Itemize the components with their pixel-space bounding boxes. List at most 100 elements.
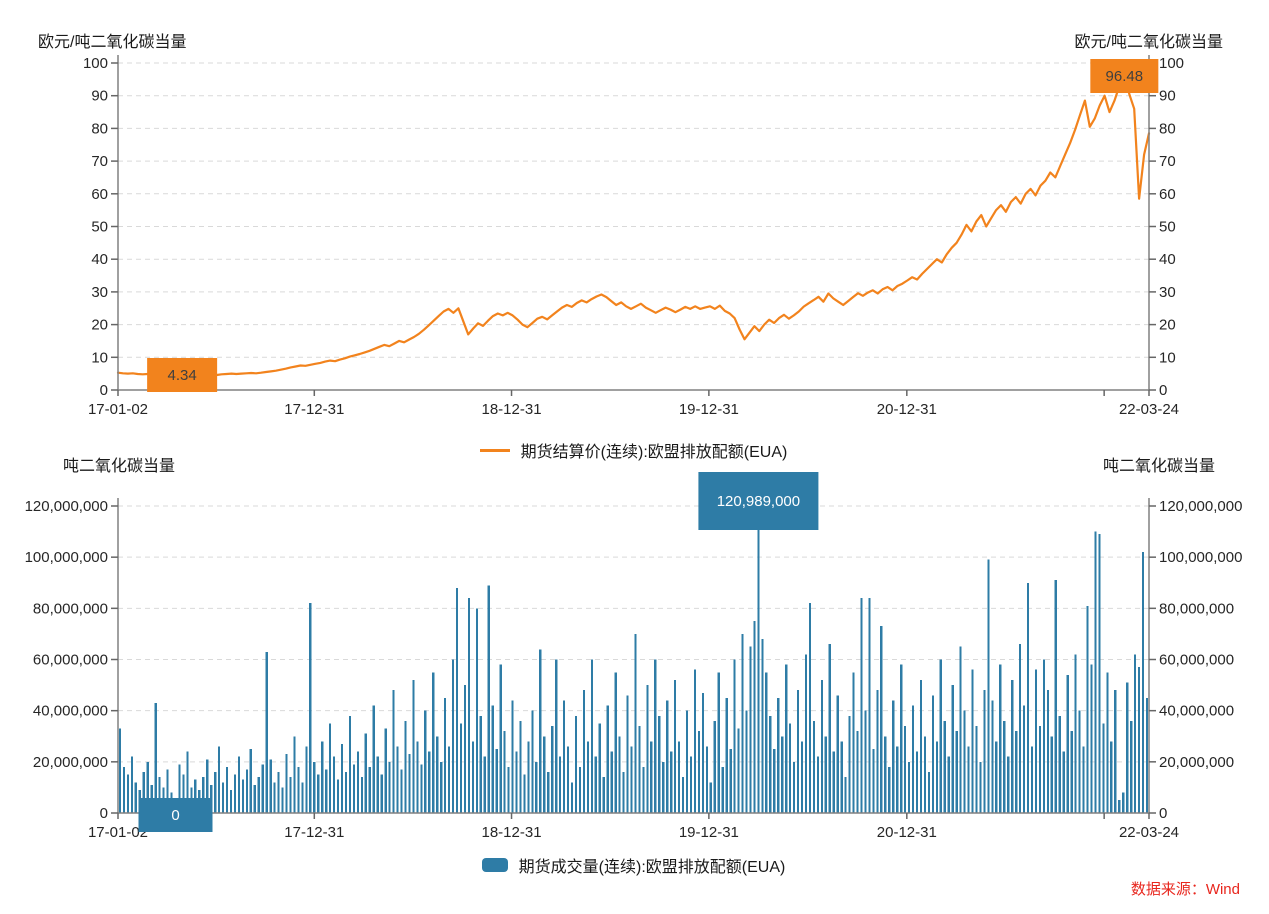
volume-bar (741, 633, 744, 813)
volume-bar (218, 746, 221, 813)
volume-bar (868, 598, 871, 813)
volume-bar (233, 774, 237, 813)
min-callout-text: 4.34 (168, 367, 197, 384)
volume-bar (222, 782, 225, 813)
volume-bar (646, 685, 649, 813)
volume-bar (340, 743, 344, 813)
volume-bar (424, 710, 427, 813)
volume-chart: 0 0 20,000,000 20,000,000 40,000,000 40,000,0… (25, 472, 1242, 841)
y-tick-label-left: 20,000,000 (33, 754, 108, 771)
volume-bar (634, 633, 637, 813)
volume-bar (293, 736, 296, 814)
volume-legend-label: 期货成交量(连续):欧盟排放配额(EUA) (518, 859, 786, 876)
volume-bar (678, 741, 681, 813)
volume-bar (527, 741, 530, 813)
volume-bar (1007, 756, 1010, 813)
volume-bar (919, 680, 923, 813)
volume-bar (551, 726, 554, 813)
volume-bar (1106, 672, 1109, 813)
data-source-note: 数据来源：Wind (1130, 881, 1240, 898)
volume-bar (578, 767, 582, 813)
volume-bar (368, 767, 371, 813)
volume-bar (606, 705, 609, 813)
volume-bar (214, 772, 217, 813)
volume-bar (789, 723, 792, 813)
volume-bar (1110, 741, 1113, 813)
volume-bar (1011, 680, 1014, 813)
volume-bar (757, 503, 760, 813)
volume-bar (511, 700, 514, 813)
volume-bar (356, 751, 359, 813)
volume-bar (479, 715, 482, 813)
y-tick-label-left: 10 (91, 349, 108, 366)
x-tick-label: 17-12-31 (284, 824, 344, 841)
volume-bar (186, 751, 189, 813)
y-tick-label-right: 100,000,000 (1159, 549, 1242, 566)
volume-bar (884, 736, 887, 814)
volume-bar (459, 723, 463, 813)
volume-bar (352, 764, 355, 813)
volume-bar (555, 659, 558, 813)
min-callout-box (138, 798, 213, 832)
volume-bar (547, 772, 550, 813)
price-series (116, 73, 1151, 377)
volume-bar (927, 772, 930, 813)
price-legend-label: 期货结算价(连续):欧盟排放配额(EUA) (520, 444, 788, 461)
volume-axes: 0 0 20,000,000 20,000,000 40,000,000 40,000,0… (25, 498, 1242, 841)
y-tick-label-right: 40 (1159, 251, 1176, 268)
y-tick-label-left: 60 (91, 186, 108, 203)
volume-bar (563, 700, 566, 813)
volume-bar (285, 754, 288, 813)
volume-bar (229, 790, 233, 813)
volume-bar (1066, 674, 1069, 813)
volume-bar (967, 746, 970, 813)
y-tick-label-left: 70 (91, 153, 108, 170)
price-grid (118, 62, 1149, 358)
volume-bar (1098, 534, 1101, 813)
price-axis-title-right: 欧元/吨二氧化碳当量 (1074, 34, 1223, 51)
y-tick-label-left: 80 (91, 120, 108, 137)
volume-bar (725, 697, 728, 813)
y-tick-label-right: 100 (1159, 55, 1184, 72)
y-tick-label-left: 100,000,000 (25, 549, 108, 566)
volume-bar (467, 598, 470, 813)
y-tick-label-right: 70 (1159, 153, 1176, 170)
x-tick-label: 18-12-31 (482, 401, 542, 418)
price-legend-line-marker (479, 448, 510, 452)
volume-bar (947, 756, 950, 813)
y-tick-label-right: 60 (1159, 186, 1176, 203)
volume-legend-bar-marker (481, 858, 508, 872)
x-tick-label: 18-12-31 (482, 824, 542, 841)
volume-bar (348, 715, 352, 813)
volume-bar (420, 764, 423, 813)
price-chart: 0 0 10 10 20 20 30 30 40 40 50 50 60 60 70 70 80 80 90 90 10… (83, 55, 1184, 418)
volume-bar (638, 726, 641, 813)
volume-bar (586, 741, 589, 813)
volume-bar (912, 705, 915, 813)
price-series-line (116, 73, 1151, 377)
y-tick-label-right: 60,000,000 (1159, 652, 1234, 669)
y-tick-label-left: 0 (100, 382, 108, 399)
volume-bar (939, 659, 942, 813)
volume-bar (253, 784, 256, 813)
volume-bar (753, 621, 756, 813)
volume-bar (900, 664, 903, 813)
volume-bar (793, 761, 796, 813)
volume-bar (539, 649, 542, 813)
min-callout-box (147, 358, 218, 392)
volume-bar (622, 772, 625, 813)
volume-bar (729, 749, 732, 813)
volume-bar (376, 756, 379, 813)
volume-bar (483, 756, 486, 813)
volume-bar (444, 697, 447, 813)
volume-bar (400, 769, 403, 813)
volume-bar (987, 559, 990, 813)
volume-bar (344, 772, 348, 813)
volume-bar (1023, 705, 1026, 813)
volume-bar (122, 767, 125, 813)
volume-bar (130, 756, 133, 813)
volume-bar (396, 746, 399, 813)
y-tick-label-right: 30 (1159, 284, 1176, 301)
volume-bar (380, 774, 383, 813)
volume-bar (630, 746, 633, 813)
